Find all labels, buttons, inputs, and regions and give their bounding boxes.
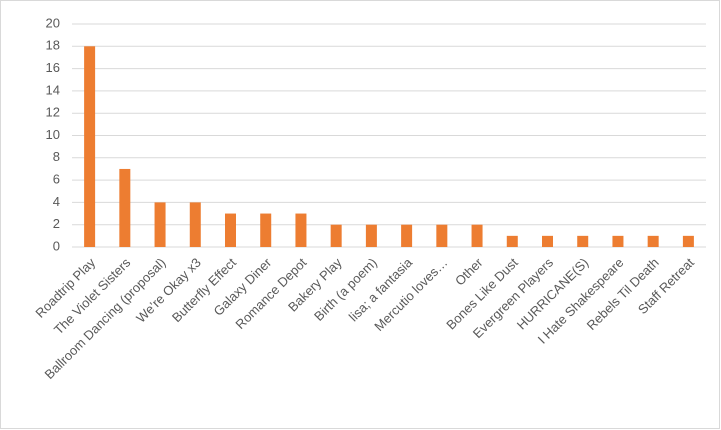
bar [295,213,307,247]
bar [542,235,553,247]
bar [225,213,236,247]
bar [119,168,131,247]
y-tick-label: 2 [53,216,60,231]
bar [577,235,589,247]
y-tick-label: 20 [46,15,60,30]
y-tick-label: 0 [53,238,60,253]
bar [84,46,96,247]
y-tick-label: 16 [46,60,60,75]
bar [647,235,659,247]
y-tick-label: 18 [46,38,60,53]
bar [189,202,201,247]
bar [506,235,518,247]
bar [436,224,448,247]
bar [471,224,483,247]
y-tick-label: 10 [46,127,60,142]
y-tick-label: 6 [53,172,60,187]
bar [365,224,377,247]
y-tick-label: 4 [53,194,60,209]
y-tick-label: 14 [46,82,60,97]
bar [612,235,624,247]
y-tick-label: 12 [46,105,60,120]
bar [682,235,694,247]
bar [154,202,166,247]
bar [330,224,342,247]
y-tick-label: 8 [53,149,60,164]
bar [401,224,413,247]
bar [260,213,272,247]
